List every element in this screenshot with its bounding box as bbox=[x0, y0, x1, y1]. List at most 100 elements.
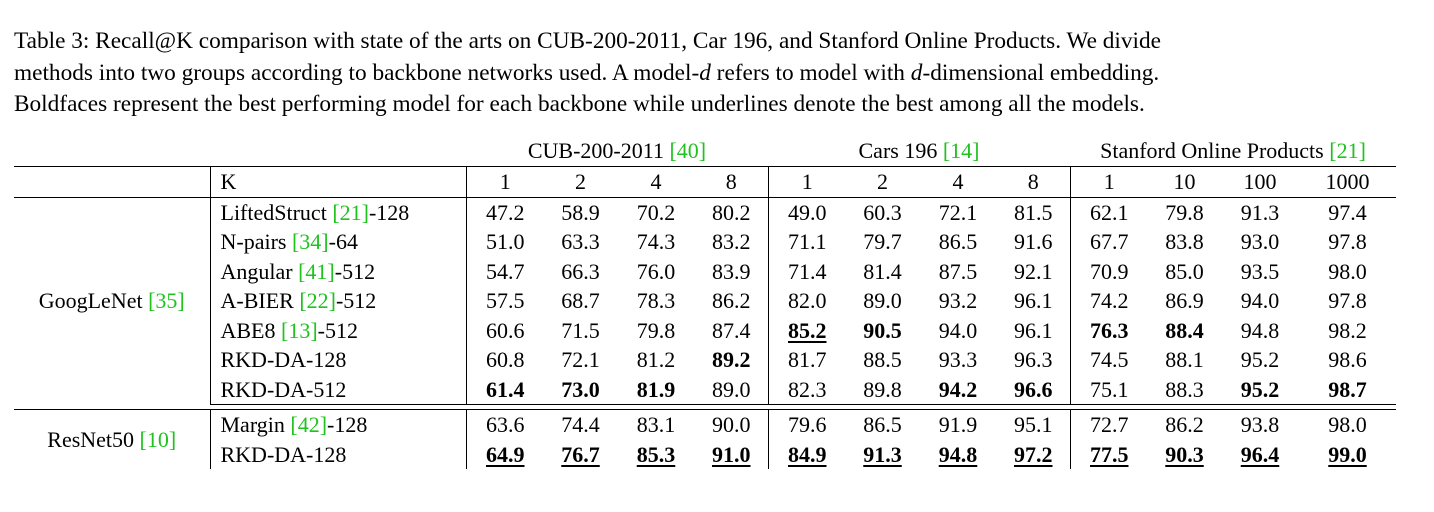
method-name: Angular [41]-512 bbox=[209, 256, 466, 286]
recall-cell: 91.6 bbox=[1014, 229, 1053, 254]
recall-cell: 76.0 bbox=[636, 258, 676, 284]
recall-cell: 93.8 bbox=[1221, 409, 1299, 440]
recall-cell: 49.0 bbox=[767, 197, 846, 227]
recall-cell: 89.8 bbox=[846, 374, 919, 405]
recall-cell: 88.1 bbox=[1165, 347, 1204, 372]
recall-cell: 94.8 bbox=[1240, 317, 1280, 343]
recall-cell: 98.6 bbox=[1328, 347, 1367, 372]
dataset-header-cub: CUB-200-2011 [40] bbox=[527, 138, 707, 163]
recall-cell: 93.2 bbox=[938, 288, 978, 313]
recall-cell: 91.9 bbox=[919, 409, 997, 440]
recall-cell: 93.0 bbox=[1240, 229, 1280, 254]
caption-line-2: methods into two groups according to bac… bbox=[14, 59, 1160, 86]
recall-cell: 64.9 bbox=[465, 439, 544, 469]
recall-cell: 80.2 bbox=[712, 199, 751, 225]
method-name: LiftedStruct [21]-128 bbox=[209, 197, 466, 227]
table-row: Angular [41]-512 54.7 66.3 76.0 83.9 71.4 81.4… bbox=[14, 256, 1396, 286]
recall-cell: 83.2 bbox=[712, 229, 751, 254]
recall-cell: 54.7 bbox=[465, 256, 544, 286]
recall-cell: 97.8 bbox=[1328, 229, 1367, 254]
table-row: RKD-DA-512 61.4 73.0 81.9 89.0 82.3 89.8 94.2 96… bbox=[14, 374, 1396, 405]
recall-cell: 60.3 bbox=[863, 199, 902, 225]
recall-cell: 70.9 bbox=[1069, 256, 1148, 286]
recall-cell: 83.8 bbox=[1165, 229, 1204, 254]
recall-cell: 97.8 bbox=[1328, 288, 1367, 313]
recall-cell: 89.0 bbox=[863, 288, 902, 313]
recall-cell: 81.5 bbox=[1014, 199, 1053, 225]
table-row: A-BIER [22]-512 57.5 68.7 78.3 86.2 82.0 89.0 9… bbox=[14, 286, 1396, 316]
recall-cell: 76.3 bbox=[1069, 315, 1148, 345]
recall-cell: 96.6 bbox=[997, 374, 1070, 405]
recall-cell: 71.4 bbox=[767, 256, 846, 286]
k-value: 8 bbox=[997, 166, 1070, 198]
table-row: GoogLeNet [35] LiftedStruct [21]-128 47.2 5… bbox=[14, 197, 1396, 313]
table-row: ResNet50 [10] Margin [42]-128 63.6 74.4 83.1… bbox=[14, 409, 1396, 469]
recall-cell: 93.3 bbox=[938, 347, 978, 372]
k-value: 2 bbox=[544, 166, 617, 198]
recall-cell: 82.3 bbox=[767, 374, 846, 405]
recall-cell: 81.4 bbox=[863, 258, 902, 284]
k-value: 4 bbox=[919, 166, 997, 198]
recall-cell: 84.9 bbox=[767, 439, 846, 469]
recall-cell: 63.3 bbox=[561, 229, 600, 254]
recall-cell: 99.0 bbox=[1328, 441, 1367, 467]
recall-cell: 90.5 bbox=[863, 317, 902, 343]
method-name: RKD-DA-128 bbox=[209, 345, 466, 375]
recall-cell: 85.3 bbox=[636, 441, 676, 467]
recall-cell: 91.3 bbox=[1240, 199, 1280, 225]
recall-cell: 85.0 bbox=[1165, 258, 1204, 284]
recall-cell: 88.5 bbox=[863, 347, 902, 372]
resnet50-group: ResNet50 [10] Margin [42]-128 63.6 74.4 83.1… bbox=[14, 409, 1396, 469]
dataset-header-row: CUB-200-2011 [40] Cars 196 [14] Stanford… bbox=[14, 135, 1396, 167]
recall-cell: 72.7 bbox=[1069, 409, 1148, 440]
recall-cell: 76.7 bbox=[561, 441, 600, 467]
recall-cell: 95.1 bbox=[997, 409, 1070, 440]
recall-cell: 90.3 bbox=[1165, 441, 1204, 467]
method-name: RKD-DA-128 bbox=[209, 439, 466, 469]
method-name: A-BIER [22]-512 bbox=[209, 286, 466, 316]
recall-cell: 98.0 bbox=[1328, 258, 1367, 284]
recall-cell: 85.2 bbox=[767, 315, 846, 345]
recall-cell: 94.0 bbox=[1240, 288, 1280, 313]
recall-cell: 71.5 bbox=[561, 317, 600, 343]
k-header-row: K 1 2 4 8 1 2 4 8 1 10 100 1000 bbox=[14, 166, 1396, 198]
recall-cell: 68.7 bbox=[561, 288, 600, 313]
recall-cell: 95.2 bbox=[1240, 347, 1280, 372]
recall-table: CUB-200-2011 [40] Cars 196 [14] Stanford… bbox=[14, 135, 1396, 469]
recall-cell: 89.0 bbox=[695, 374, 768, 405]
recall-cell: 83.9 bbox=[712, 258, 751, 284]
recall-cell: 89.2 bbox=[712, 347, 751, 372]
k-value: 8 bbox=[695, 166, 768, 198]
recall-cell: 60.6 bbox=[465, 315, 544, 345]
recall-cell: 86.2 bbox=[1148, 409, 1221, 440]
recall-cell: 92.1 bbox=[1014, 258, 1053, 284]
k-value: 2 bbox=[846, 166, 919, 198]
recall-cell: 51.0 bbox=[465, 227, 544, 257]
recall-cell: 86.9 bbox=[1165, 288, 1204, 313]
recall-cell: 61.4 bbox=[465, 374, 544, 405]
recall-cell: 95.2 bbox=[1221, 374, 1299, 405]
recall-cell: 74.5 bbox=[1069, 345, 1148, 375]
recall-cell: 62.1 bbox=[1069, 197, 1148, 227]
recall-cell: 75.1 bbox=[1069, 374, 1148, 405]
method-name: N-pairs [34]-64 bbox=[209, 227, 466, 257]
recall-cell: 98.2 bbox=[1328, 317, 1367, 343]
k-value: 1 bbox=[1069, 166, 1148, 198]
recall-cell: 96.1 bbox=[1014, 288, 1053, 313]
recall-cell: 96.4 bbox=[1240, 441, 1280, 467]
k-label: K bbox=[209, 166, 466, 198]
recall-cell: 97.2 bbox=[1014, 441, 1053, 467]
recall-cell: 74.2 bbox=[1069, 286, 1148, 316]
recall-cell: 63.6 bbox=[465, 409, 544, 440]
recall-cell: 81.7 bbox=[767, 345, 846, 375]
recall-cell: 83.1 bbox=[617, 409, 695, 440]
recall-cell: 82.0 bbox=[767, 286, 846, 316]
recall-cell: 60.8 bbox=[465, 345, 544, 375]
recall-cell: 97.4 bbox=[1328, 199, 1367, 225]
recall-cell: 94.8 bbox=[938, 441, 978, 467]
method-name: Margin [42]-128 bbox=[209, 409, 466, 440]
recall-cell: 87.5 bbox=[938, 258, 978, 284]
dataset-header-sop: Stanford Online Products [21] bbox=[1100, 138, 1366, 163]
recall-cell: 86.5 bbox=[938, 229, 978, 254]
table-row: RKD-DA-128 60.8 72.1 81.2 89.2 81.7 88.5 93.3 96… bbox=[14, 345, 1396, 375]
